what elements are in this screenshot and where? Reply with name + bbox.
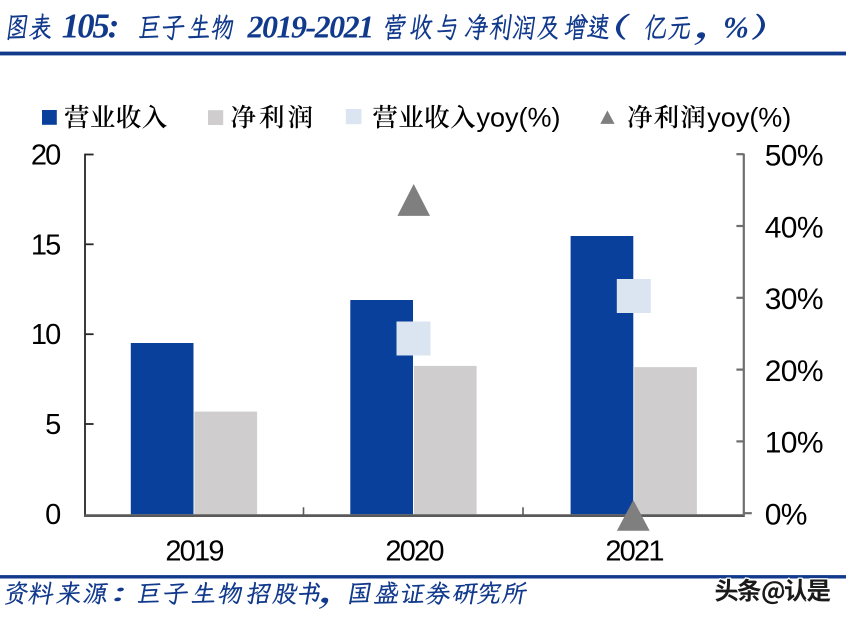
svg-text:0: 0 [45, 499, 60, 531]
svg-text:105:: 105: [62, 6, 118, 45]
svg-text:15: 15 [31, 229, 60, 261]
svg-text:10%: 10% [765, 427, 823, 460]
svg-text:40%: 40% [765, 211, 823, 244]
svg-text:2019: 2019 [165, 536, 223, 568]
svg-text:2021: 2021 [605, 536, 663, 568]
svg-text:20%: 20% [765, 355, 823, 388]
svg-text:2020: 2020 [385, 536, 443, 568]
svg-text:2019-2021: 2019-2021 [247, 8, 373, 44]
svg-text:10: 10 [31, 319, 60, 351]
svg-text:5: 5 [45, 409, 60, 441]
svg-text:0%: 0% [765, 499, 807, 532]
svg-text:%: % [723, 9, 749, 44]
svg-text:50%: 50% [765, 140, 823, 173]
svg-text:yoy(%): yoy(%) [707, 102, 791, 132]
svg-text:30%: 30% [765, 283, 823, 316]
svg-text:20: 20 [31, 140, 60, 172]
svg-text:yoy(%): yoy(%) [477, 102, 561, 132]
